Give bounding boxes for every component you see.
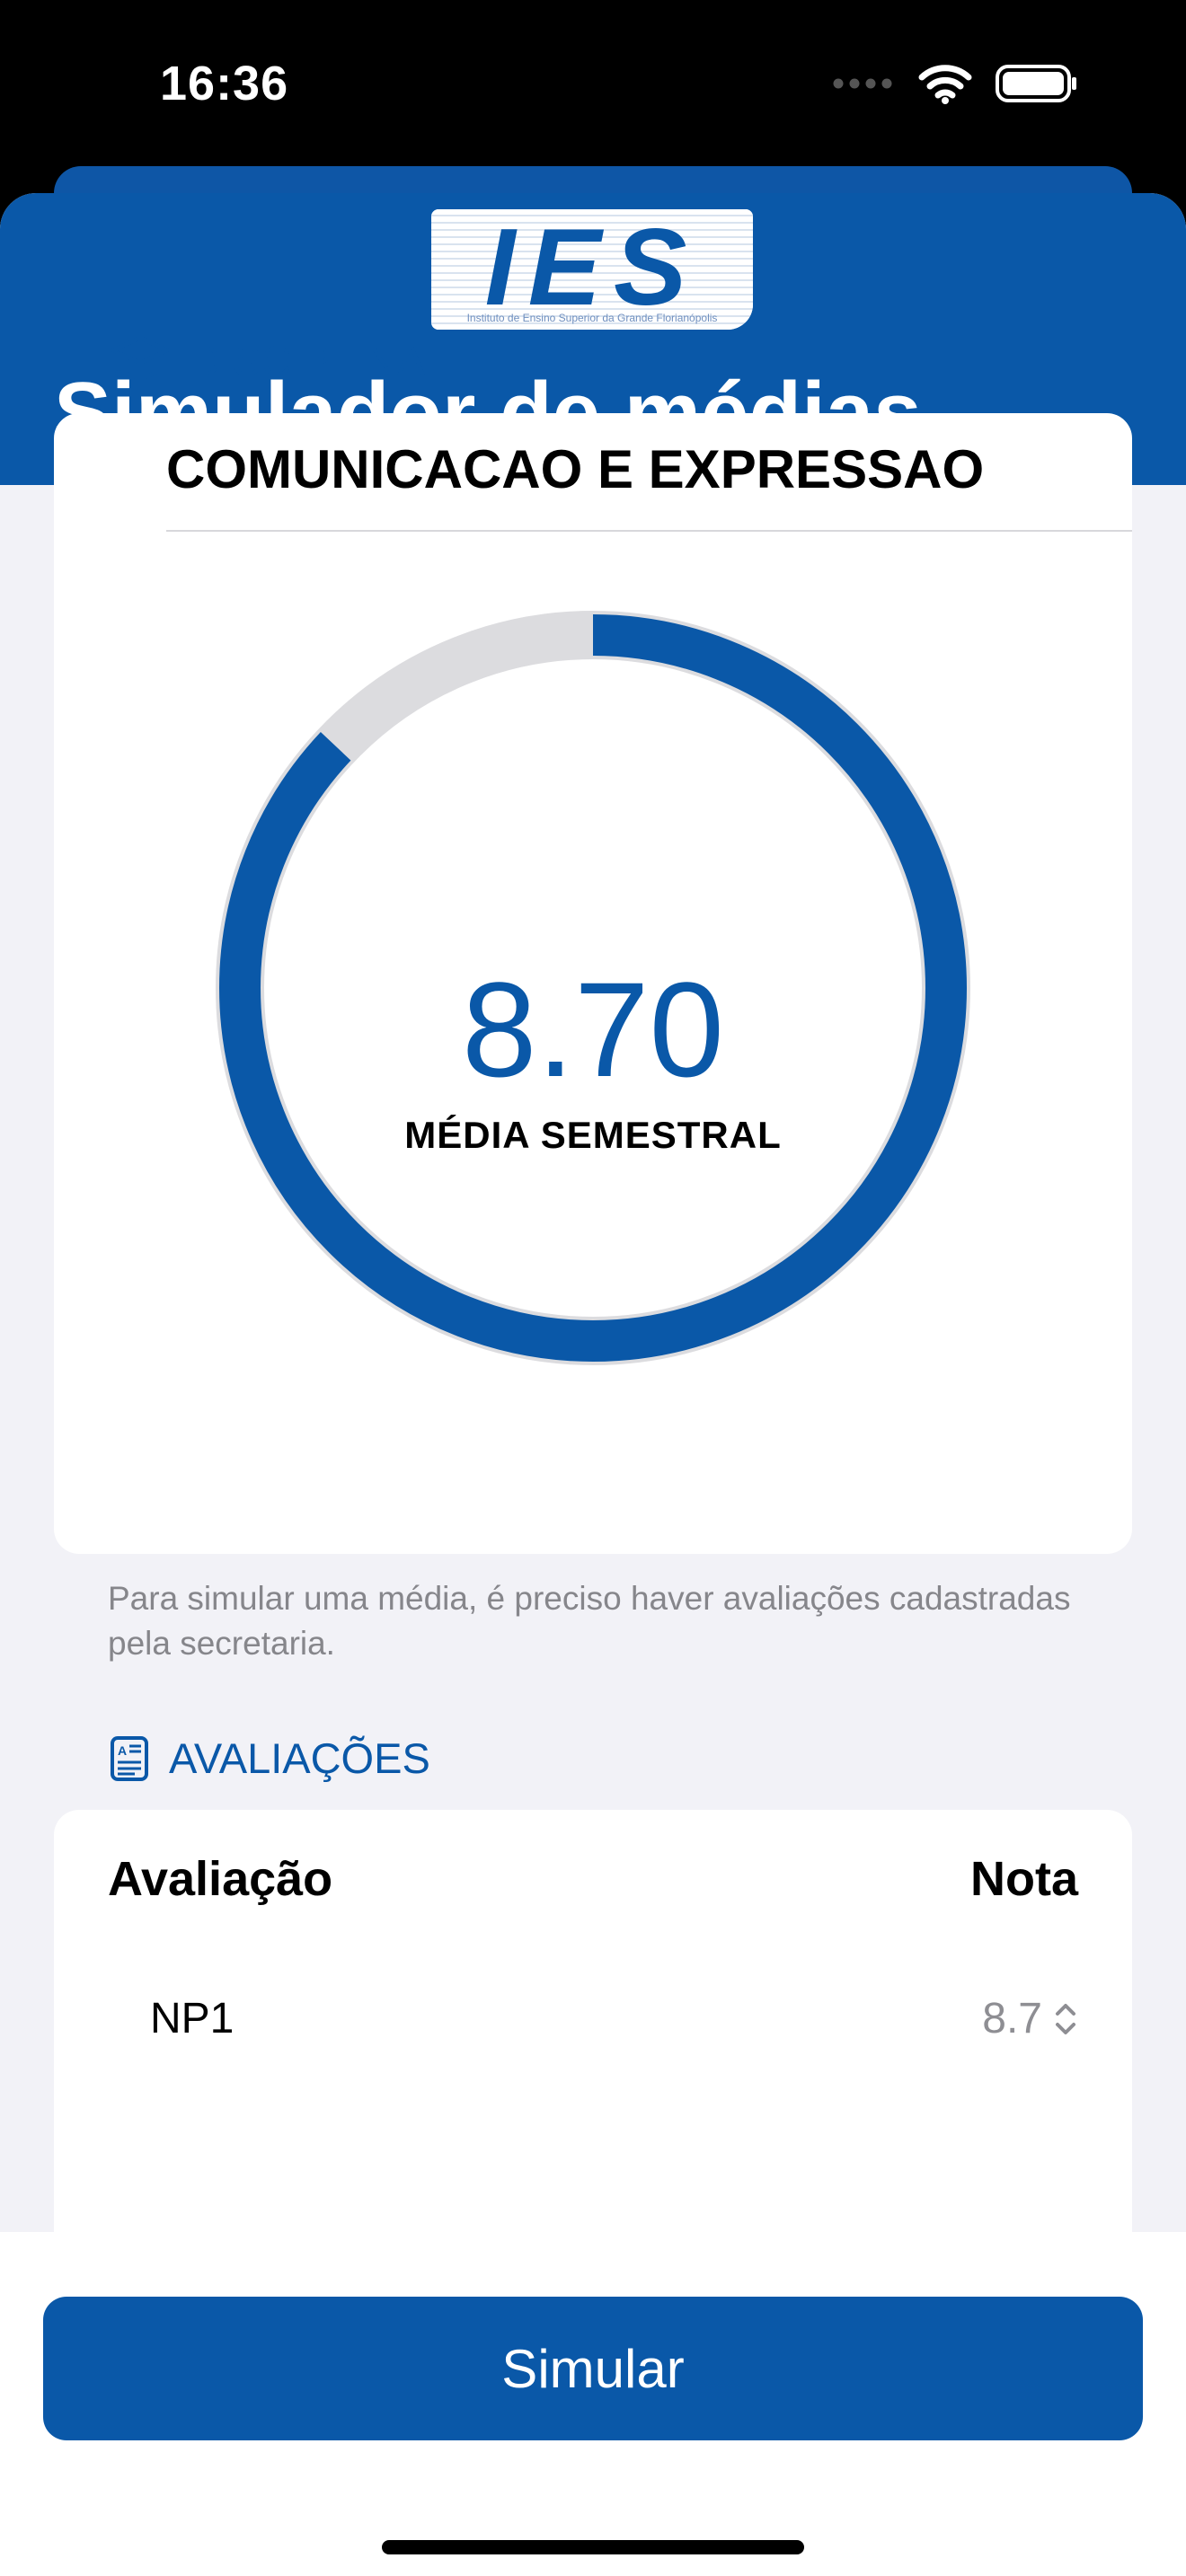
ies-logo: IES Instituto de Ensino Superior da Gran…: [431, 209, 753, 330]
logo-text: IES: [484, 209, 700, 328]
evaluations-card: Avaliação Nota NP1 8.7: [54, 1810, 1132, 2259]
simulation-footnote: Para simular uma média, é preciso haver …: [108, 1580, 1071, 1662]
column-header-evaluation: Avaliação: [108, 1852, 333, 1906]
svg-text:A: A: [118, 1743, 127, 1758]
card-divider: [166, 530, 1132, 532]
battery-icon: [996, 65, 1076, 102]
grade-value: 8.7: [982, 1995, 1042, 2042]
evaluation-row-name: NP1: [150, 1995, 235, 2042]
chevron-up-down-icon: [1056, 2003, 1075, 2034]
grade-picker[interactable]: 8.7: [982, 1994, 1078, 2043]
discipline-label: DISCIPLINA: [190, 336, 426, 384]
status-bar: [0, 0, 1186, 171]
evaluations-section-header: A AVALIAÇÕES: [110, 1734, 430, 1783]
simulate-button[interactable]: Simular: [43, 2297, 1143, 2440]
average-label: MÉDIA SEMESTRAL: [404, 1114, 782, 1156]
column-header-grade: Nota: [970, 1852, 1078, 1906]
progress-ring-fill: [219, 614, 967, 1362]
course-name: COMUNICACAO E EXPRESSAO: [166, 439, 985, 499]
evaluation-sheet-icon: A: [111, 1735, 148, 1781]
status-time: 16:36: [160, 57, 289, 110]
status-icons: [832, 63, 1078, 104]
home-indicator: [382, 2540, 804, 2554]
signal-dots-icon: [833, 78, 892, 89]
discipline-card: COMUNICACAO E EXPRESSAO 8.70 MÉDIA SEMES…: [54, 413, 1132, 1554]
graduation-cap-icon: [111, 335, 170, 380]
wifi-icon: [918, 65, 972, 104]
average-progress-ring: [216, 611, 970, 1365]
average-value: 8.70: [462, 954, 724, 1105]
logo-subtitle: Instituto de Ensino Superior da Grande F…: [466, 312, 718, 324]
evaluations-label: AVALIAÇÕES: [169, 1734, 430, 1782]
discipline-section-header: DISCIPLINA: [110, 332, 425, 388]
